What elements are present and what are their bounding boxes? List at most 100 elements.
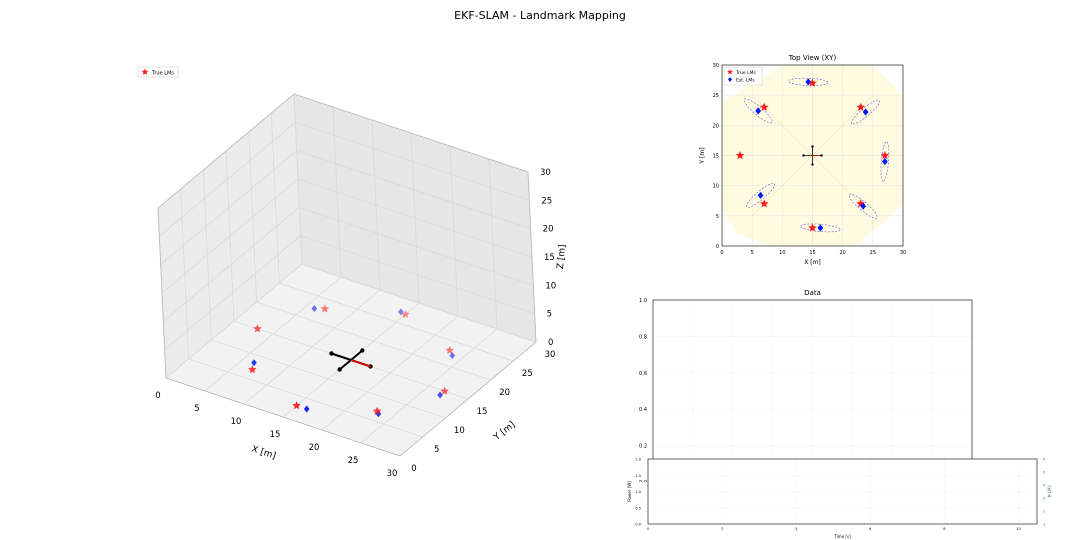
grid-line [165, 263, 303, 379]
y-tick-label: 30 [545, 350, 556, 360]
x-tick-label: 6 [869, 527, 871, 531]
power-chart: 0 2 4 6 8 10 0.0 0.5 1.0 1.5 2.0 1 2 3 4 5 6 Time [s] Powe… [627, 458, 1052, 540]
y-tick-label: 5 [716, 214, 719, 220]
grid-line [300, 235, 535, 315]
y-tick-label: 0 [411, 464, 416, 474]
true-landmark [856, 102, 866, 111]
z-tick-label: 5 [547, 310, 552, 320]
est-landmark [817, 224, 824, 232]
grid-line [279, 282, 514, 362]
y-tick-label: 2.0 [635, 458, 641, 462]
true-landmark [808, 78, 817, 87]
x-tick-label: 10 [1016, 527, 1020, 531]
robot-rotor [329, 351, 334, 356]
robot-rotor [811, 163, 814, 166]
x-axis-label: X [m] [250, 445, 277, 462]
y-tick-label: 15 [477, 407, 488, 417]
grid-line [299, 206, 534, 286]
est-landmark-3d [251, 359, 257, 367]
true-landmark [735, 151, 745, 160]
true-landmark-3d [372, 406, 382, 415]
y-right-axis-label: # LMs [1047, 485, 1052, 497]
y-tick-label: 25 [713, 93, 719, 99]
x-tick-label: 0 [155, 391, 160, 401]
y-axis-label: Y [m] [491, 420, 517, 443]
x-tick-label: 30 [900, 250, 906, 256]
z-axis-label: Z [m] [556, 244, 568, 270]
y-tick-label: 0.2 [639, 444, 647, 450]
grid-line [164, 235, 301, 350]
x-tick-label: 10 [231, 417, 242, 427]
x-tick-label: 30 [387, 469, 398, 479]
legend-true-label: True LMs [735, 70, 756, 76]
y-right-tick-label: 1 [1043, 523, 1045, 527]
est-landmark-3d [449, 352, 456, 360]
grid-line [161, 178, 299, 294]
x-tick-label: 0 [720, 250, 723, 256]
y-tick-label: 0.0 [639, 480, 647, 482]
grid-line [296, 150, 531, 230]
true-landmark [759, 199, 769, 208]
data-panel-title: Data [804, 289, 821, 297]
y-tick-label: 0.0 [635, 523, 641, 527]
y-tick-label: 20 [713, 123, 719, 129]
x-tick-label: 0 [647, 527, 649, 531]
x-tick-label: 20 [839, 250, 845, 256]
grid-line [159, 122, 296, 237]
x-tick-label: 15 [809, 250, 815, 256]
x-tick-label: 8 [943, 527, 945, 531]
y-tick-label: 10 [454, 426, 465, 436]
grid-line [188, 358, 423, 438]
robot-rotor [337, 367, 342, 372]
z-tick-label: 25 [541, 196, 552, 206]
est-landmark [755, 107, 762, 115]
grid-line [301, 263, 537, 343]
y-tick-label: 0.4 [639, 407, 647, 413]
x-tick-label: 2 [721, 527, 723, 531]
plot-frame [721, 64, 904, 247]
z-tick-label: 20 [543, 225, 554, 235]
x-tick-label: 25 [348, 456, 359, 466]
y-tick-label: 0.5 [635, 506, 641, 510]
y-right-tick-label: 3 [1043, 497, 1045, 501]
x-axis-label: Time [s] [833, 534, 851, 539]
est-landmark [882, 157, 888, 166]
z-tick-label: 0 [548, 338, 553, 348]
x-tick-label: 10 [779, 250, 785, 256]
robot-rotor [820, 154, 823, 157]
y-tick-label: 1.0 [635, 490, 641, 494]
uncertainty-ellipse [848, 193, 878, 219]
est-landmark-3d [437, 391, 443, 399]
robot-rotor [811, 145, 814, 148]
y-right-tick-label: 2 [1043, 510, 1045, 514]
legend-true-marker [727, 69, 733, 75]
legend-true-marker [141, 68, 149, 75]
true-landmark [759, 102, 769, 111]
x-tick-label: 25 [870, 250, 876, 256]
top-view-chart: 0 5 10 15 20 25 30 0 5 10 15 20 25 30 Top View (XY) X [… [699, 54, 906, 266]
true-landmark-3d [292, 401, 301, 410]
y-tick-label: 1.0 [639, 298, 647, 304]
pane-edge [157, 207, 167, 379]
pane-edge [293, 93, 529, 173]
y-tick-label: 1.5 [635, 474, 641, 478]
legend-box [723, 66, 763, 86]
x-axis-label: X [m] [804, 259, 821, 266]
est-landmark [862, 108, 869, 116]
y-tick-label: 25 [522, 369, 533, 379]
legend-true-label: True LMs [151, 71, 174, 77]
figure-title: EKF-SLAM - Landmark Mapping [454, 9, 626, 22]
legend-box [137, 66, 179, 78]
x-tick-label: 4 [795, 527, 798, 531]
y-tick-label: 15 [713, 154, 719, 160]
y-axis-label: Y [m] [699, 147, 706, 164]
grid-line [297, 178, 533, 258]
true-landmark-3d [248, 365, 257, 374]
grid-line [163, 207, 300, 322]
y-tick-label: 30 [713, 63, 719, 69]
uncertainty-ellipse [746, 182, 776, 208]
y-right-tick-label: 4 [1043, 484, 1046, 488]
legend-est-label: Est. LMs [736, 78, 755, 84]
est-landmark-3d [311, 304, 318, 312]
pane-edge [157, 93, 295, 209]
